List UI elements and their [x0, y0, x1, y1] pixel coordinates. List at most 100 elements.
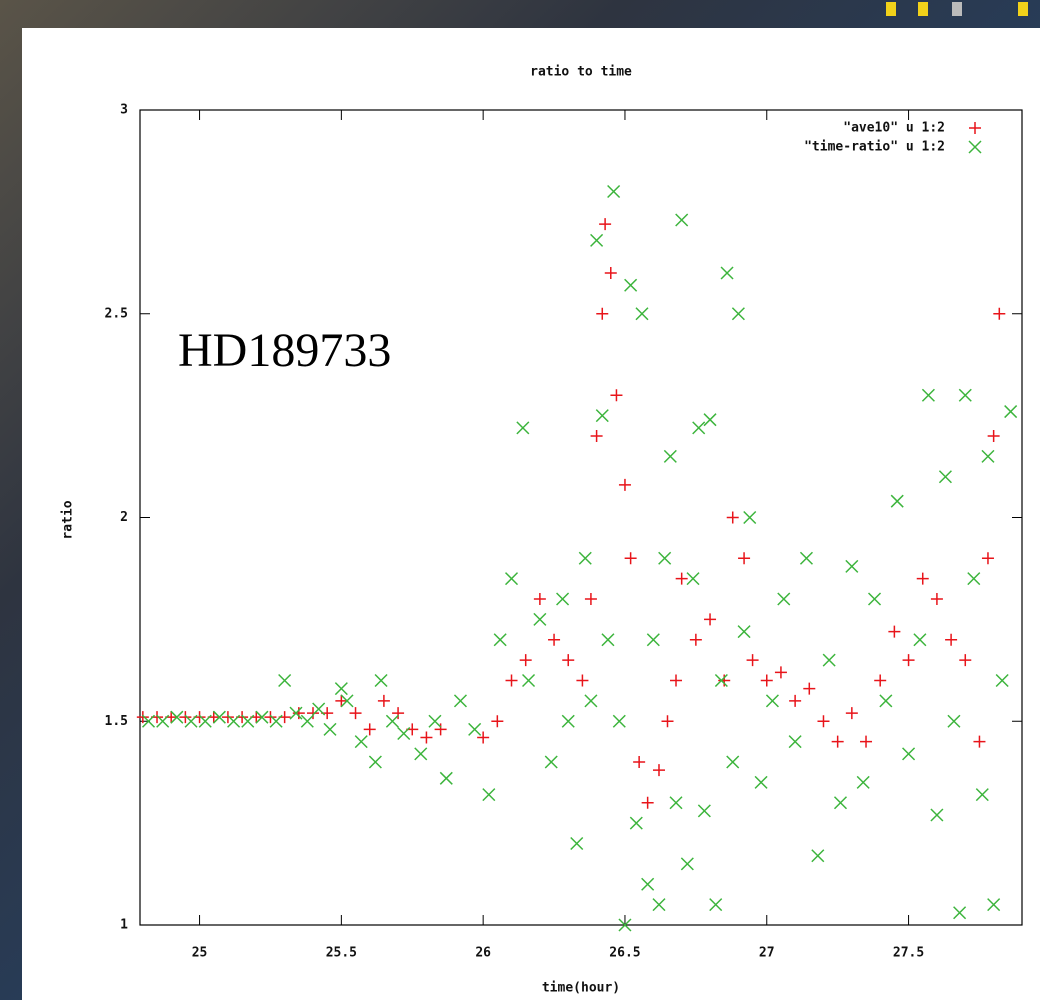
- data-point: [953, 906, 967, 920]
- data-point: [811, 849, 825, 863]
- data-point: [340, 694, 354, 708]
- toolbar-icons: [886, 2, 1028, 16]
- data-point: [738, 552, 751, 565]
- data-point: [675, 572, 688, 585]
- data-point: [548, 633, 561, 646]
- data-point: [312, 702, 326, 716]
- data-point: [967, 572, 981, 586]
- data-point: [746, 654, 759, 667]
- data-point: [504, 572, 519, 586]
- data-point: [610, 389, 623, 402]
- data-point: [434, 723, 447, 736]
- x-tick-label: 27: [759, 946, 775, 961]
- data-point: [930, 593, 943, 605]
- data-point: [633, 756, 646, 768]
- data-point: [385, 714, 399, 728]
- data-point: [516, 421, 530, 435]
- data-point: [822, 653, 836, 667]
- data-point: [777, 592, 791, 606]
- data-point: [670, 674, 683, 687]
- data-point: [743, 510, 757, 525]
- data-point: [658, 551, 672, 565]
- data-point: [584, 694, 598, 708]
- data-point: [981, 449, 995, 463]
- legend-label: "time-ratio" u 1:2: [804, 140, 945, 155]
- data-point: [227, 714, 241, 728]
- data-point: [349, 707, 362, 720]
- data-point: [570, 836, 584, 851]
- data-point: [544, 755, 558, 769]
- data-point: [774, 666, 787, 679]
- data-point: [689, 633, 702, 646]
- data-point: [477, 731, 490, 744]
- data-point: [720, 266, 734, 280]
- data-point: [867, 592, 882, 606]
- y-tick-label: 3: [120, 103, 128, 118]
- data-point: [680, 857, 694, 871]
- data-point: [278, 673, 292, 688]
- data-point: [789, 694, 802, 707]
- data-point: [323, 722, 337, 736]
- data-point: [618, 478, 631, 491]
- data-point: [692, 421, 706, 435]
- data-point: [817, 715, 830, 728]
- y-tick-label: 1: [120, 918, 128, 933]
- data-point: [533, 593, 546, 605]
- y-axis-label: ratio: [61, 500, 76, 539]
- data-point: [482, 788, 496, 802]
- data-point: [453, 694, 467, 708]
- data-point: [975, 788, 989, 802]
- data-point: [703, 413, 717, 427]
- data-point: [607, 184, 621, 199]
- y-tick-label: 2: [120, 510, 128, 525]
- data-point: [902, 654, 915, 667]
- data-point: [368, 755, 382, 769]
- data-point: [981, 552, 994, 565]
- data-point: [624, 278, 638, 292]
- data-point: [993, 307, 1006, 320]
- data-point: [652, 764, 665, 777]
- data-point: [604, 267, 617, 279]
- data-point: [709, 898, 723, 912]
- data-point: [803, 682, 816, 695]
- data-point: [491, 715, 504, 728]
- data-point: [414, 747, 428, 761]
- data-point: [334, 682, 348, 696]
- data-point: [646, 633, 660, 647]
- data-point: [179, 711, 192, 724]
- data-point: [652, 898, 666, 912]
- annotation: HD189733: [178, 324, 391, 377]
- data-point: [831, 735, 844, 748]
- x-tick-label: 26: [475, 946, 491, 961]
- data-point: [902, 747, 916, 761]
- data-point: [374, 673, 388, 688]
- data-point: [945, 633, 958, 646]
- data-point: [354, 735, 368, 749]
- data-point: [856, 775, 870, 789]
- x-tick-label: 26.5: [609, 946, 640, 961]
- data-point: [641, 877, 655, 891]
- data-point: [618, 918, 632, 932]
- data-point: [269, 714, 283, 728]
- data-point: [726, 511, 739, 524]
- legend-marker: [969, 122, 981, 134]
- data-point: [669, 796, 683, 810]
- data-point: [641, 796, 654, 809]
- data-point: [1004, 405, 1018, 419]
- data-point: [995, 673, 1009, 688]
- data-point: [212, 710, 226, 724]
- data-point: [584, 593, 597, 605]
- data-point: [335, 694, 348, 707]
- data-point: [612, 714, 626, 728]
- data-point: [241, 714, 255, 728]
- data-point: [595, 409, 609, 423]
- legend-marker: [968, 140, 982, 154]
- data-point: [737, 625, 751, 639]
- data-point: [428, 714, 442, 728]
- data-point: [493, 633, 507, 647]
- data-point: [601, 633, 615, 647]
- data-point: [913, 633, 927, 647]
- data-point: [958, 388, 972, 402]
- data-point: [921, 388, 935, 402]
